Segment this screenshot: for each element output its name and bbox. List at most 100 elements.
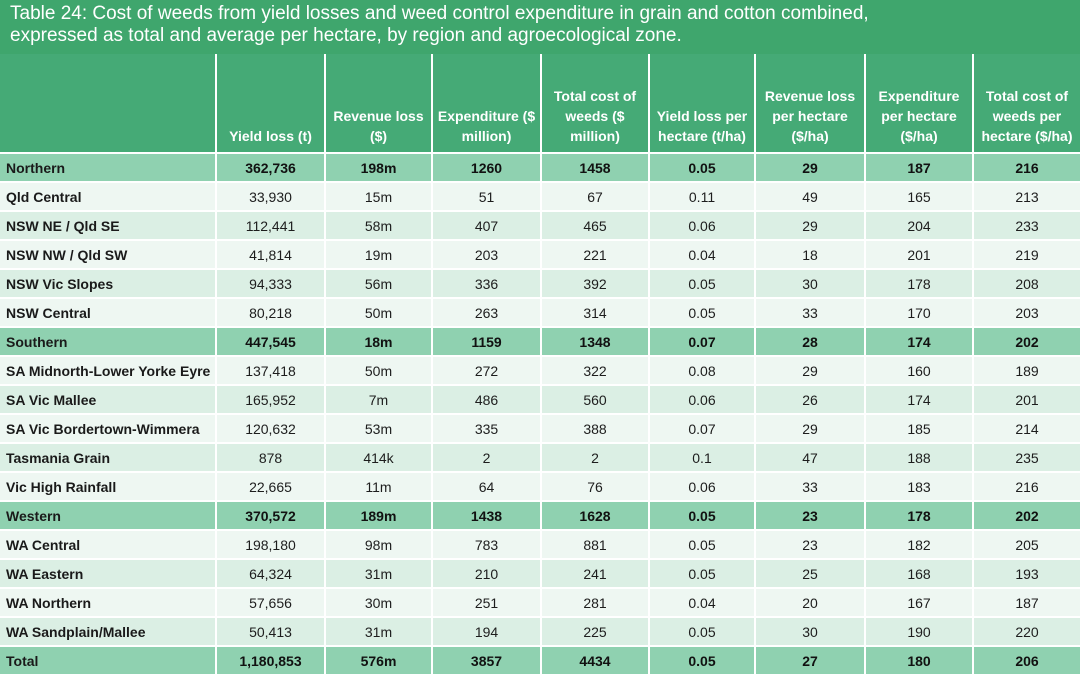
table-cell: 23 bbox=[755, 500, 866, 530]
table-cell: 50,413 bbox=[216, 616, 326, 646]
table-row: WA Sandplain/Mallee 50,413 31m 194 225 0.05 30… bbox=[0, 616, 1080, 646]
table-cell: 0.05 bbox=[649, 558, 756, 588]
table-cell: 23 bbox=[755, 529, 866, 559]
table-cell: 29 bbox=[755, 355, 866, 385]
row-label: WA Central bbox=[0, 529, 217, 559]
table-cell: 167 bbox=[865, 587, 974, 617]
table-cell: 208 bbox=[973, 268, 1080, 298]
column-header: Total cost of weeds per hectare ($/ha) bbox=[973, 54, 1080, 153]
table-cell: 0.11 bbox=[649, 181, 756, 211]
row-label: WA Eastern bbox=[0, 558, 217, 588]
table-cell: 188 bbox=[865, 442, 974, 472]
table-cell: 216 bbox=[973, 152, 1080, 182]
row-label: SA Vic Bordertown-Wimmera bbox=[0, 413, 217, 443]
table-cell: 272 bbox=[432, 355, 542, 385]
table-cell: 235 bbox=[973, 442, 1080, 472]
row-label: NSW Central bbox=[0, 297, 217, 327]
table-cell: 198m bbox=[325, 152, 433, 182]
table-cell: 362,736 bbox=[216, 152, 326, 182]
table-cell: 29 bbox=[755, 152, 866, 182]
table-cell: 80,218 bbox=[216, 297, 326, 327]
column-header: Expenditure per hectare ($/ha) bbox=[865, 54, 974, 153]
table-cell: 29 bbox=[755, 413, 866, 443]
table-cell: 486 bbox=[432, 384, 542, 414]
table-cell: 201 bbox=[973, 384, 1080, 414]
table-cell: 241 bbox=[541, 558, 650, 588]
table-cell: 30 bbox=[755, 268, 866, 298]
table-body: Northern 362,736 198m 1260 1458 0.05 29 187 216 Q… bbox=[0, 152, 1080, 674]
table-cell: 64 bbox=[432, 471, 542, 501]
table-cell: 335 bbox=[432, 413, 542, 443]
table-cell: 370,572 bbox=[216, 500, 326, 530]
row-label: SA Midnorth-Lower Yorke Eyre bbox=[0, 355, 217, 385]
table-row: Qld Central 33,930 15m 51 67 0.11 49 165 213 bbox=[0, 181, 1080, 211]
table-cell: 251 bbox=[432, 587, 542, 617]
table-cell: 4434 bbox=[541, 645, 650, 674]
total-row: Total 1,180,853 576m 3857 4434 0.05 27 180 206 bbox=[0, 645, 1080, 674]
table-cell: 407 bbox=[432, 210, 542, 240]
table-cell: 2 bbox=[541, 442, 650, 472]
table-cell: 201 bbox=[865, 239, 974, 269]
table-row: SA Vic Mallee 165,952 7m 486 560 0.06 26 174 201 bbox=[0, 384, 1080, 414]
table-cell: 0.04 bbox=[649, 587, 756, 617]
table-row: SA Vic Bordertown-Wimmera 120,632 53m 335 38… bbox=[0, 413, 1080, 443]
table-cell: 25 bbox=[755, 558, 866, 588]
column-header: Yield loss per hectare (t/ha) bbox=[649, 54, 756, 153]
table-cell: 388 bbox=[541, 413, 650, 443]
table-cell: 263 bbox=[432, 297, 542, 327]
table-cell: 51 bbox=[432, 181, 542, 211]
table-cell: 189m bbox=[325, 500, 433, 530]
table-cell: 322 bbox=[541, 355, 650, 385]
region-row: Northern 362,736 198m 1260 1458 0.05 29 187 216 bbox=[0, 152, 1080, 182]
row-label: WA Sandplain/Mallee bbox=[0, 616, 217, 646]
table-cell: 0.05 bbox=[649, 500, 756, 530]
table-row: NSW Central 80,218 50m 263 314 0.05 33 170 203 bbox=[0, 297, 1080, 327]
table-cell: 27 bbox=[755, 645, 866, 674]
table-cell: 64,324 bbox=[216, 558, 326, 588]
table-cell: 94,333 bbox=[216, 268, 326, 298]
table-cell: 0.08 bbox=[649, 355, 756, 385]
table-cell: 3857 bbox=[432, 645, 542, 674]
table-cell: 7m bbox=[325, 384, 433, 414]
table-cell: 15m bbox=[325, 181, 433, 211]
table-cell: 0.07 bbox=[649, 326, 756, 356]
row-label: NSW Vic Slopes bbox=[0, 268, 217, 298]
table-cell: 18 bbox=[755, 239, 866, 269]
column-header: Revenue loss per hectare ($/ha) bbox=[755, 54, 866, 153]
table-cell: 881 bbox=[541, 529, 650, 559]
table-cell: 98m bbox=[325, 529, 433, 559]
table-cell: 193 bbox=[973, 558, 1080, 588]
row-label: Vic High Rainfall bbox=[0, 471, 217, 501]
table-cell: 22,665 bbox=[216, 471, 326, 501]
table-cell: 189 bbox=[973, 355, 1080, 385]
table-cell: 178 bbox=[865, 500, 974, 530]
table-cell: 214 bbox=[973, 413, 1080, 443]
table-title: Table 24: Cost of weeds from yield losse… bbox=[0, 0, 1080, 54]
table-cell: 187 bbox=[973, 587, 1080, 617]
table-cell: 33,930 bbox=[216, 181, 326, 211]
table-cell: 336 bbox=[432, 268, 542, 298]
table-cell: 221 bbox=[541, 239, 650, 269]
region-row: Western 370,572 189m 1438 1628 0.05 23 178 202 bbox=[0, 500, 1080, 530]
table-cell: 216 bbox=[973, 471, 1080, 501]
table-cell: 33 bbox=[755, 471, 866, 501]
table-cell: 0.04 bbox=[649, 239, 756, 269]
column-header: Revenue loss ($) bbox=[325, 54, 433, 153]
table-row: SA Midnorth-Lower Yorke Eyre 137,418 50m 27… bbox=[0, 355, 1080, 385]
table-cell: 878 bbox=[216, 442, 326, 472]
table-cell: 180 bbox=[865, 645, 974, 674]
table-row: Vic High Rainfall 22,665 11m 64 76 0.06 33 183 2… bbox=[0, 471, 1080, 501]
table-cell: 0.05 bbox=[649, 529, 756, 559]
table-cell: 112,441 bbox=[216, 210, 326, 240]
column-header: Expenditure ($ million) bbox=[432, 54, 542, 153]
table-cell: 392 bbox=[541, 268, 650, 298]
table-title-line-1: Table 24: Cost of weeds from yield losse… bbox=[10, 3, 869, 24]
table-cell: 187 bbox=[865, 152, 974, 182]
table-cell: 30m bbox=[325, 587, 433, 617]
table-cell: 29 bbox=[755, 210, 866, 240]
table-cell: 0.05 bbox=[649, 268, 756, 298]
table-cell: 174 bbox=[865, 384, 974, 414]
table-cell: 31m bbox=[325, 558, 433, 588]
table-cell: 47 bbox=[755, 442, 866, 472]
table-cell: 160 bbox=[865, 355, 974, 385]
